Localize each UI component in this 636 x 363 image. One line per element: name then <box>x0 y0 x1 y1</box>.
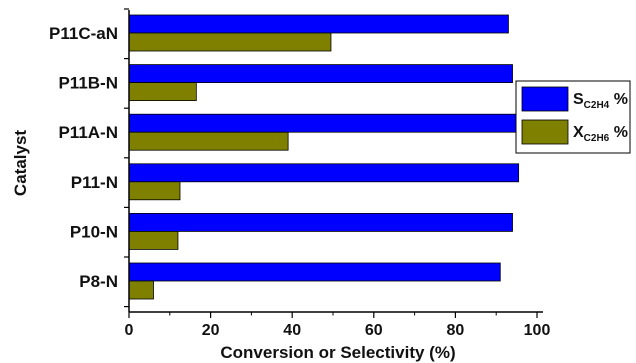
bar-s-c2h4-p11b-n <box>128 64 513 83</box>
legend: SC2H4 % XC2H6 % <box>515 80 631 154</box>
category-labels: P11C-aN P11B-N P11A-N P11-N P10-N P8-N <box>49 24 118 291</box>
bar-s-c2h4-p8-n <box>128 262 501 282</box>
bar-s-c2h4-p11-n <box>128 163 520 183</box>
legend-label: SC2H4 % <box>573 91 628 111</box>
bar-x-c2h6-p8-n <box>128 280 154 300</box>
y-axis-title: Catalyst <box>11 130 30 196</box>
bar-x-c2h6-p11a-n <box>128 131 289 151</box>
x-axis-title: Conversion or Selectivity (%) <box>220 343 455 362</box>
x-tick-label: 60 <box>365 322 383 339</box>
bar-s-c2h4-p10-n <box>128 212 513 232</box>
x-tick-labels: 0 20 40 60 80 100 <box>125 322 551 339</box>
category-label: P11B-N <box>58 74 118 93</box>
legend-swatch <box>521 119 569 145</box>
category-label: P8-N <box>79 272 118 291</box>
axes-group <box>124 8 543 318</box>
bar-x-c2h6-p11c-an <box>128 32 332 52</box>
bar-x-c2h6-p11-n <box>128 181 181 201</box>
bars-group <box>128 14 520 300</box>
legend-label: XC2H6 % <box>573 124 628 144</box>
category-label: P11-N <box>71 173 118 192</box>
bar-s-c2h4-p11a-n <box>128 113 518 133</box>
x-tick-label: 80 <box>447 322 465 339</box>
bar-s-c2h4-p11c-an <box>128 14 509 34</box>
category-label: P10-N <box>70 222 118 241</box>
category-label: P11C-aN <box>49 24 118 43</box>
x-tick-label: 40 <box>283 322 301 339</box>
category-label: P11A-N <box>58 123 118 142</box>
legend-swatch <box>521 86 569 112</box>
x-tick-label: 0 <box>125 322 134 339</box>
x-tick-label: 20 <box>202 322 220 339</box>
bar-x-c2h6-p10-n <box>128 230 179 250</box>
bar-x-c2h6-p11b-n <box>128 82 197 101</box>
x-tick-label: 100 <box>524 322 551 339</box>
